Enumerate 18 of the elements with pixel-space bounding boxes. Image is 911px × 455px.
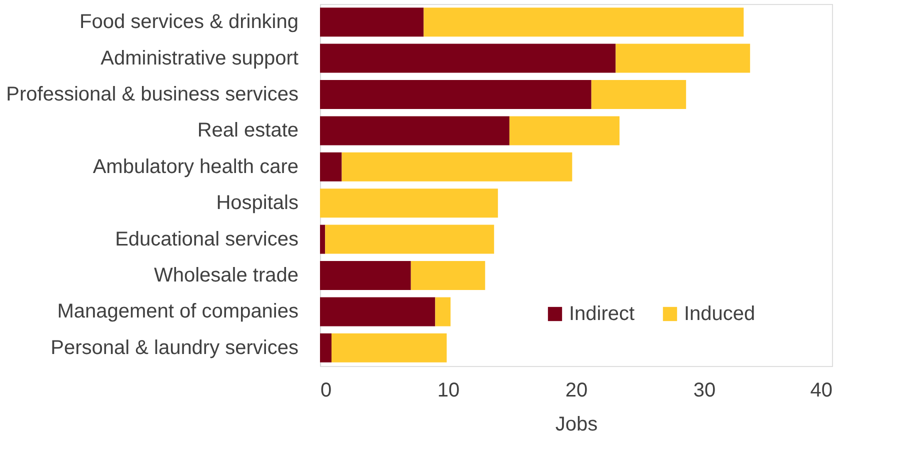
x-tick-label: 40 — [810, 380, 832, 402]
y-tick-label: Real estate — [197, 120, 298, 142]
y-tick-label: Professional & business services — [6, 84, 298, 106]
legend-label: Induced — [684, 303, 756, 325]
y-tick-label: Ambulatory health care — [92, 156, 298, 178]
y-tick-label: Food services & drinking — [80, 11, 298, 34]
y-tick-label: Administrative support — [100, 47, 299, 70]
y-tick-label: Management of companies — [57, 300, 298, 323]
x-tick-label: 30 — [693, 380, 716, 402]
legend-label: Indirect — [569, 303, 636, 325]
y-tick-label: Educational services — [115, 228, 298, 250]
x-tick-label: 20 — [565, 380, 588, 402]
x-tick-label: 0 — [320, 380, 332, 402]
y-tick-label: Hospitals — [216, 192, 298, 214]
y-tick-label: Personal & laundry services — [50, 336, 298, 359]
y-tick-label: Wholesale trade — [154, 264, 298, 286]
x-axis-title: Jobs — [555, 414, 598, 436]
x-tick-label: 10 — [437, 380, 460, 402]
